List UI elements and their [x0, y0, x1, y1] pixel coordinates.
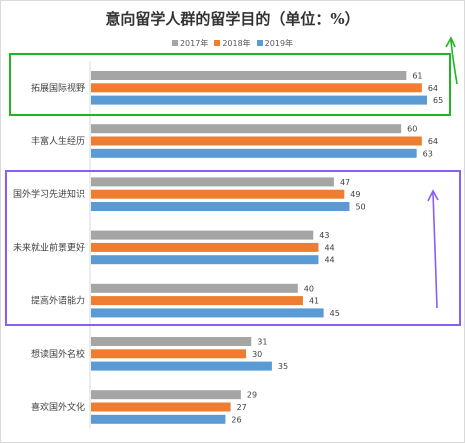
data-label: 35 [278, 362, 288, 371]
data-label: 44 [324, 256, 334, 265]
legend: 2017年 2018年 2019年 [0, 38, 465, 49]
category-label: 丰富人生经历 [31, 135, 85, 147]
category-label: 拓展国际视野 [31, 82, 85, 94]
data-label: 65 [433, 96, 443, 105]
data-label: 49 [350, 190, 360, 199]
legend-label: 2017年 [179, 39, 209, 48]
data-label: 47 [340, 178, 350, 187]
chart-title: 意向留学人群的留学目的（单位：%） [105, 10, 360, 28]
legend-item-1: 2018年 [214, 38, 251, 49]
data-label: 31 [257, 338, 267, 347]
data-label: 26 [231, 415, 241, 424]
data-label: 60 [407, 125, 417, 134]
annotation-arrow-purple [432, 192, 438, 309]
bar [91, 83, 422, 93]
data-label: 30 [252, 350, 262, 359]
arrow-head-green [445, 36, 456, 48]
bar [91, 177, 334, 187]
legend-swatch [214, 40, 221, 46]
bar [91, 414, 226, 424]
bar [91, 230, 314, 240]
legend-swatch [171, 40, 178, 46]
data-label: 41 [309, 297, 319, 306]
bar [91, 361, 272, 371]
bar [91, 71, 407, 80]
data-label: 63 [423, 149, 433, 158]
bar [91, 124, 402, 134]
legend-item-2: 2019年 [256, 38, 294, 49]
category-label: 想读国外名校 [31, 348, 85, 360]
data-label: 61 [412, 72, 422, 81]
category-label: 未来就业前景更好 [13, 241, 85, 253]
data-label: 27 [237, 403, 247, 412]
legend-label: 2018年 [222, 39, 251, 48]
data-label: 64 [428, 137, 438, 146]
data-label: 29 [247, 391, 257, 400]
bar [91, 242, 319, 252]
category-label: 提高外语能力 [31, 295, 85, 307]
bar [91, 296, 303, 306]
bar [91, 255, 319, 265]
bar [91, 136, 422, 146]
legend-item-0: 2017年 [171, 38, 209, 49]
bar [91, 95, 427, 105]
bar [91, 308, 324, 318]
data-label: 44 [324, 243, 334, 252]
highlight-box-purple [5, 170, 461, 326]
category-label: 喜欢国外文化 [31, 401, 85, 413]
bar [91, 202, 350, 211]
bar [91, 349, 247, 359]
data-label: 45 [330, 309, 340, 318]
data-label: 40 [304, 284, 314, 293]
bar [91, 283, 298, 293]
bar [91, 390, 241, 400]
arrow-head-purple [427, 189, 439, 202]
category-label: 国外学习先进知识 [13, 188, 85, 200]
data-label: 43 [319, 231, 329, 240]
legend-label: 2019年 [264, 39, 294, 48]
annotation-arrow-green [450, 39, 458, 85]
data-label: 64 [428, 84, 438, 93]
bar [91, 189, 345, 199]
bar [91, 402, 231, 412]
bar [91, 337, 252, 346]
legend-swatch [256, 40, 263, 46]
data-label: 50 [355, 203, 365, 212]
bar [91, 148, 417, 158]
highlight-box-green [9, 53, 451, 116]
